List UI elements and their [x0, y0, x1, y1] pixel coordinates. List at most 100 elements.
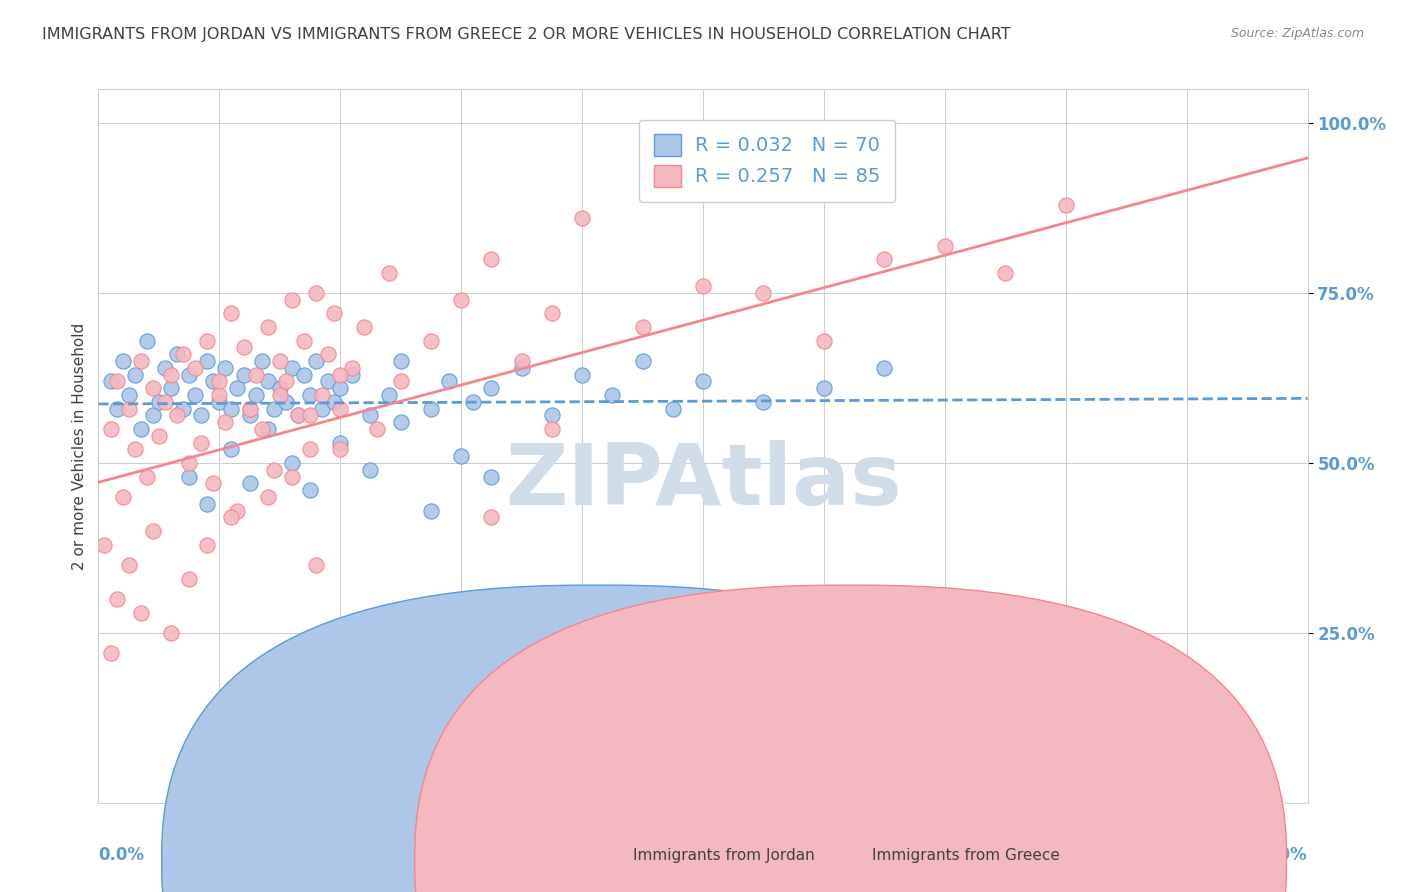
Point: [195, 537, 218, 551]
Point: [202, 476, 225, 491]
Point: [148, 429, 170, 443]
Point: [353, 320, 375, 334]
Point: [481, 381, 503, 395]
Point: [269, 381, 291, 395]
Point: [281, 469, 304, 483]
Point: [292, 368, 315, 382]
Point: [195, 497, 218, 511]
Point: [195, 334, 218, 348]
Point: [250, 422, 273, 436]
Text: Source: ZipAtlas.com: Source: ZipAtlas.com: [1230, 27, 1364, 40]
Point: [100, 646, 122, 660]
Point: [184, 388, 207, 402]
Point: [420, 741, 443, 756]
Point: [311, 388, 333, 402]
Point: [129, 354, 152, 368]
Point: [118, 401, 141, 416]
Point: [450, 449, 472, 463]
Point: [631, 320, 654, 334]
Point: [111, 354, 134, 368]
Point: [263, 401, 285, 416]
Point: [540, 409, 562, 423]
Point: [281, 456, 304, 470]
Point: [813, 381, 835, 395]
Point: [172, 401, 194, 416]
Point: [571, 211, 593, 226]
Point: [602, 388, 624, 402]
Point: [124, 442, 146, 457]
Point: [305, 286, 328, 301]
Point: [299, 483, 322, 498]
Text: Immigrants from Jordan: Immigrants from Jordan: [633, 848, 814, 863]
Point: [994, 266, 1017, 280]
Point: [214, 415, 236, 429]
Point: [269, 354, 291, 368]
Point: [481, 252, 503, 266]
Point: [342, 360, 364, 375]
Point: [377, 266, 399, 280]
Point: [287, 409, 309, 423]
Point: [179, 456, 201, 470]
Point: [269, 388, 291, 402]
Point: [135, 469, 157, 483]
Point: [692, 279, 714, 293]
Point: [100, 375, 122, 389]
Text: Immigrants from Greece: Immigrants from Greece: [872, 848, 1060, 863]
Point: [166, 347, 188, 361]
Point: [105, 401, 128, 416]
Point: [299, 442, 322, 457]
Point: [420, 334, 443, 348]
Point: [226, 381, 249, 395]
Point: [752, 394, 775, 409]
Point: [208, 388, 231, 402]
Point: [172, 347, 194, 361]
Point: [105, 375, 128, 389]
Point: [389, 660, 412, 674]
Point: [153, 394, 176, 409]
Legend: R = 0.032   N = 70, R = 0.257   N = 85: R = 0.032 N = 70, R = 0.257 N = 85: [640, 120, 896, 202]
Point: [179, 469, 201, 483]
Point: [195, 354, 218, 368]
Point: [602, 591, 624, 606]
Point: [100, 422, 122, 436]
Point: [202, 375, 225, 389]
Point: [329, 381, 352, 395]
Point: [239, 401, 262, 416]
Point: [93, 537, 115, 551]
Text: IMMIGRANTS FROM JORDAN VS IMMIGRANTS FROM GREECE 2 OR MORE VEHICLES IN HOUSEHOLD: IMMIGRANTS FROM JORDAN VS IMMIGRANTS FRO…: [42, 27, 1011, 42]
Point: [366, 422, 388, 436]
Point: [420, 401, 443, 416]
Point: [813, 129, 835, 144]
Point: [184, 360, 207, 375]
Point: [281, 360, 304, 375]
Point: [118, 388, 141, 402]
Point: [124, 368, 146, 382]
Point: [135, 334, 157, 348]
Point: [245, 388, 267, 402]
Point: [360, 694, 382, 708]
Point: [360, 409, 382, 423]
Point: [873, 252, 896, 266]
Point: [540, 306, 562, 320]
Point: [148, 394, 170, 409]
Point: [692, 375, 714, 389]
Point: [437, 375, 460, 389]
Point: [142, 381, 165, 395]
Point: [450, 293, 472, 307]
Point: [873, 360, 896, 375]
Point: [111, 490, 134, 504]
Point: [263, 463, 285, 477]
Point: [631, 354, 654, 368]
Point: [239, 476, 262, 491]
Point: [463, 394, 485, 409]
Point: [274, 394, 297, 409]
Point: [190, 435, 212, 450]
Point: [232, 368, 254, 382]
Point: [142, 409, 165, 423]
Point: [142, 524, 165, 538]
Point: [245, 368, 267, 382]
Point: [274, 375, 297, 389]
Point: [239, 728, 262, 742]
Point: [510, 360, 533, 375]
Point: [813, 334, 835, 348]
